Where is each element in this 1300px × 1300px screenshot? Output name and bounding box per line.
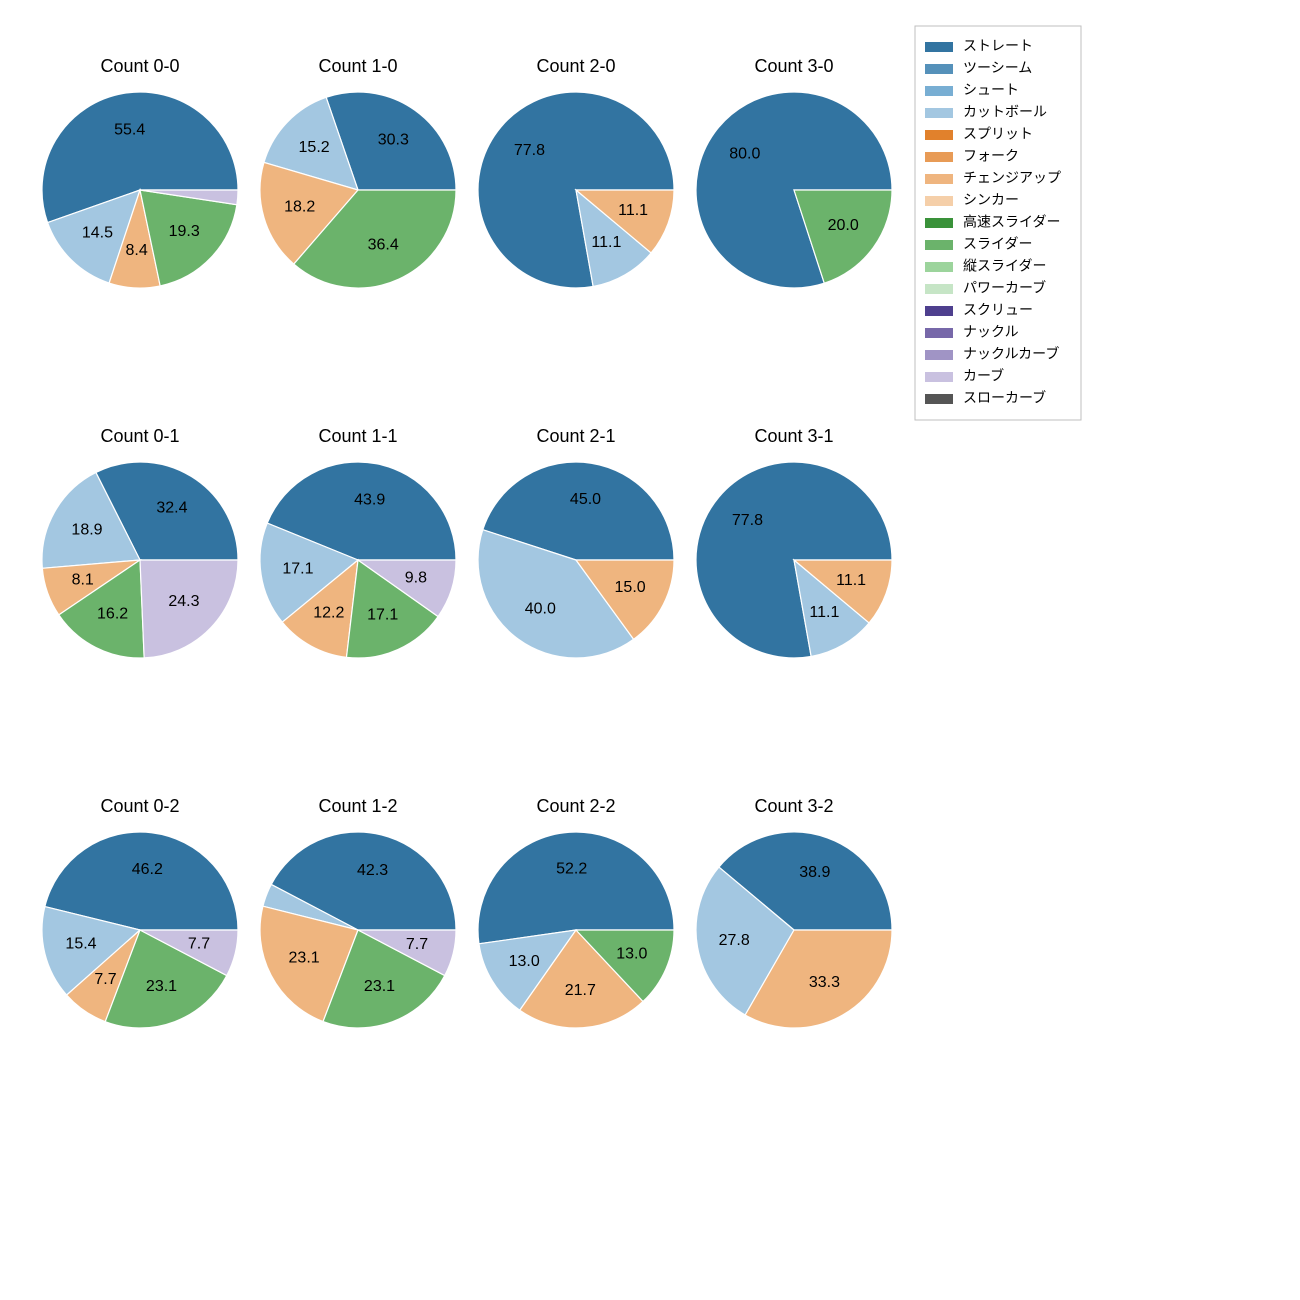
legend-swatch: [925, 306, 953, 316]
slice-value-label: 12.2: [313, 605, 344, 622]
chart-title: Count 1-0: [318, 56, 397, 76]
legend-swatch: [925, 372, 953, 382]
chart-title: Count 2-2: [536, 796, 615, 816]
legend-label: ナックル: [963, 324, 1019, 340]
legend-label: ナックルカーブ: [963, 346, 1059, 362]
slice-value-label: 43.9: [354, 492, 385, 509]
slice-value-label: 14.5: [82, 225, 113, 242]
slice-value-label: 11.1: [591, 234, 621, 251]
slice-value-label: 7.7: [188, 936, 210, 953]
slice-value-label: 23.1: [289, 949, 320, 966]
chart-title: Count 3-2: [754, 796, 833, 816]
slice-value-label: 21.7: [565, 982, 596, 999]
legend-label: ストレート: [963, 38, 1033, 54]
slice-value-label: 15.2: [299, 139, 330, 156]
slice-value-label: 27.8: [719, 932, 750, 949]
slice-value-label: 15.0: [615, 579, 646, 596]
slice-value-label: 11.1: [618, 202, 648, 219]
slice-value-label: 16.2: [97, 606, 128, 623]
legend-swatch: [925, 350, 953, 360]
slice-value-label: 30.3: [378, 132, 409, 149]
chart-title: Count 2-0: [536, 56, 615, 76]
legend-swatch: [925, 328, 953, 338]
slice-value-label: 15.4: [65, 936, 96, 953]
legend-label: チェンジアップ: [963, 170, 1061, 186]
legend-swatch: [925, 262, 953, 272]
legend-label: カットボール: [963, 104, 1047, 120]
slice-value-label: 24.3: [168, 593, 199, 610]
legend-swatch: [925, 64, 953, 74]
slice-value-label: 45.0: [570, 491, 601, 508]
slice-value-label: 77.8: [732, 512, 763, 529]
legend-swatch: [925, 284, 953, 294]
slice-value-label: 17.1: [282, 560, 313, 577]
slice-value-label: 80.0: [729, 146, 760, 163]
chart-title: Count 1-2: [318, 796, 397, 816]
slice-value-label: 36.4: [368, 237, 399, 254]
slice-value-label: 13.0: [616, 945, 647, 962]
slice-value-label: 23.1: [364, 978, 395, 995]
slice-value-label: 11.1: [836, 572, 866, 589]
slice-value-label: 77.8: [514, 142, 545, 159]
slice-value-label: 40.0: [525, 600, 556, 617]
legend-label: ツーシーム: [963, 60, 1032, 76]
legend-swatch: [925, 42, 953, 52]
slice-value-label: 7.7: [94, 971, 116, 988]
chart-title: Count 3-1: [754, 426, 833, 446]
legend-swatch: [925, 130, 953, 140]
legend-label: シュート: [963, 82, 1019, 98]
slice-value-label: 55.4: [114, 121, 145, 138]
legend-label: スライダー: [963, 236, 1032, 252]
slice-value-label: 20.0: [828, 217, 859, 234]
legend-label: フォーク: [963, 148, 1019, 164]
slice-value-label: 38.9: [799, 864, 830, 881]
slice-value-label: 52.2: [556, 861, 587, 878]
chart-title: Count 0-2: [100, 796, 179, 816]
slice-value-label: 19.3: [169, 223, 200, 240]
legend-swatch: [925, 394, 953, 404]
slice-value-label: 18.9: [71, 522, 102, 539]
legend-swatch: [925, 108, 953, 118]
slice-value-label: 13.0: [509, 953, 540, 970]
legend-label: パワーカーブ: [963, 280, 1046, 296]
legend-swatch: [925, 218, 953, 228]
legend-swatch: [925, 174, 953, 184]
chart-title: Count 0-0: [100, 56, 179, 76]
slice-value-label: 42.3: [357, 862, 388, 879]
legend-label: スプリット: [963, 126, 1033, 142]
slice-value-label: 7.7: [406, 936, 428, 953]
legend-label: 高速スライダー: [963, 214, 1060, 230]
chart-title: Count 3-0: [754, 56, 833, 76]
slice-value-label: 18.2: [284, 198, 315, 215]
slice-value-label: 46.2: [132, 861, 163, 878]
legend-swatch: [925, 240, 953, 250]
slice-value-label: 8.4: [125, 242, 147, 259]
legend-label: シンカー: [963, 192, 1019, 208]
chart-title: Count 0-1: [100, 426, 179, 446]
chart-title: Count 2-1: [536, 426, 615, 446]
legend-label: スクリュー: [963, 302, 1033, 318]
legend-label: カーブ: [963, 368, 1004, 384]
legend-label: スローカーブ: [963, 390, 1046, 406]
slice-value-label: 33.3: [809, 974, 840, 991]
legend-swatch: [925, 196, 953, 206]
slice-value-label: 23.1: [146, 978, 177, 995]
slice-value-label: 32.4: [156, 500, 187, 517]
slice-value-label: 17.1: [367, 607, 398, 624]
slice-value-label: 11.1: [809, 604, 839, 621]
legend-swatch: [925, 86, 953, 96]
slice-value-label: 9.8: [405, 570, 427, 587]
slice-value-label: 8.1: [72, 571, 94, 588]
chart-title: Count 1-1: [318, 426, 397, 446]
legend-label: 縦スライダー: [963, 258, 1046, 274]
legend-swatch: [925, 152, 953, 162]
pie-grid-figure: Count 0-0 55.4 14.5 8.4 19.3 Count 1-0 30.3 15.…: [0, 0, 1300, 1300]
